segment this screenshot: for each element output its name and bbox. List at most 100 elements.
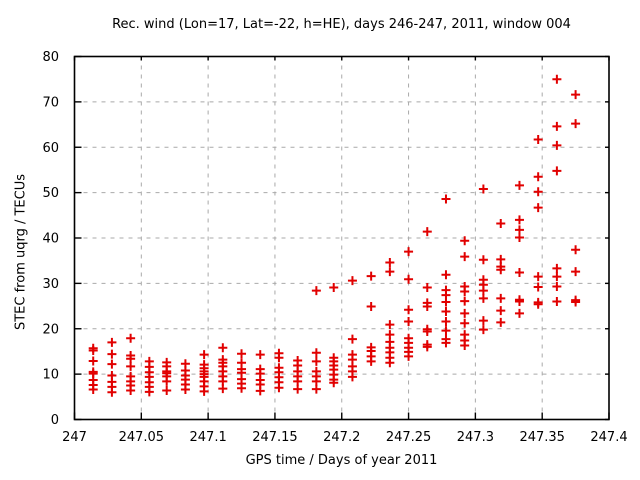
data-point-marker: [496, 265, 506, 275]
data-point-marker: [571, 119, 581, 129]
x-axis-label: GPS time / Days of year 2011: [245, 453, 438, 468]
data-point-marker: [180, 385, 190, 395]
data-point-marker: [107, 387, 117, 397]
x-tick-label: 247.25: [386, 430, 432, 445]
chart-title: Rec. wind (Lon=17, Lat=-22, h=HE), days …: [112, 17, 571, 32]
data-point-marker: [460, 318, 470, 328]
data-point-marker: [552, 297, 562, 307]
data-point-marker: [107, 359, 117, 369]
data-point-marker: [441, 297, 451, 307]
data-point-marker: [218, 343, 228, 353]
data-point-marker: [311, 376, 321, 386]
data-point-marker: [126, 333, 136, 343]
data-point-marker: [385, 267, 395, 277]
data-point-marker: [329, 282, 339, 292]
x-tick-label: 247.1: [190, 430, 227, 445]
data-point-marker: [571, 267, 581, 277]
data-point-marker: [478, 293, 488, 303]
data-point-marker: [162, 385, 172, 395]
data-point-marker: [552, 272, 562, 282]
data-point-marker: [107, 349, 117, 359]
data-point-marker: [385, 320, 395, 330]
x-tick-label: 247.35: [519, 430, 565, 445]
data-point-marker: [404, 274, 414, 284]
data-point-marker: [514, 267, 524, 277]
data-point-marker: [347, 334, 357, 344]
data-point-marker: [293, 384, 303, 394]
data-point-marker: [478, 184, 488, 194]
data-point-marker: [552, 263, 562, 273]
plot-border: [73, 55, 610, 421]
data-point-marker: [514, 233, 524, 243]
data-point-marker: [404, 247, 414, 257]
data-point-marker: [514, 215, 524, 225]
data-point-marker: [422, 342, 432, 352]
data-point-marker: [274, 353, 284, 363]
data-point-marker: [311, 384, 321, 394]
data-point-marker: [126, 385, 136, 395]
y-tick-label: 20: [42, 322, 59, 337]
data-point-marker: [514, 225, 524, 235]
x-tick-label: 247.05: [119, 430, 165, 445]
data-point-marker: [533, 135, 543, 145]
y-tick-label: 70: [42, 95, 59, 110]
x-tick-label: 247.15: [252, 430, 298, 445]
data-point-marker: [496, 317, 506, 327]
data-point-marker: [533, 272, 543, 282]
data-point-marker: [347, 276, 357, 286]
data-point-marker: [347, 372, 357, 382]
data-point-marker: [441, 326, 451, 336]
data-point-marker: [385, 358, 395, 368]
data-point-marker: [478, 255, 488, 265]
data-point-marker: [107, 337, 117, 347]
data-point-marker: [496, 293, 506, 303]
data-point-marker: [422, 302, 432, 312]
data-point-marker: [441, 316, 451, 326]
data-point-marker: [404, 351, 414, 361]
y-tick-label: 60: [42, 141, 59, 156]
data-point-marker: [88, 356, 98, 366]
y-tick-label: 30: [42, 277, 59, 292]
data-point-marker: [126, 354, 136, 364]
data-point-marker: [404, 305, 414, 315]
data-point-marker: [496, 306, 506, 316]
data-point-marker: [255, 386, 265, 396]
data-point-marker: [460, 296, 470, 306]
data-point-marker: [460, 252, 470, 262]
y-tick-label: 40: [42, 232, 59, 247]
data-point-marker: [552, 140, 562, 150]
data-point-marker: [293, 376, 303, 386]
data-point-marker: [88, 346, 98, 356]
data-point-marker: [478, 325, 488, 335]
data-point-marker: [144, 387, 154, 397]
data-point-marker: [366, 271, 376, 281]
data-point-marker: [404, 316, 414, 326]
data-point-marker: [237, 383, 247, 393]
y-tick-label: 80: [42, 50, 59, 65]
data-point-marker: [162, 376, 172, 386]
data-point-marker: [422, 282, 432, 292]
data-point-marker: [533, 203, 543, 213]
data-point-marker: [441, 307, 451, 317]
data-point-marker: [126, 361, 136, 371]
y-tick-label: 0: [51, 413, 59, 428]
x-tick-label: 247.3: [457, 430, 494, 445]
x-tick-label: 247.4: [590, 430, 627, 445]
data-point-marker: [552, 282, 562, 292]
data-point-marker: [571, 90, 581, 100]
data-point-marker: [366, 356, 376, 366]
data-point-marker: [199, 350, 209, 360]
data-point-marker: [441, 270, 451, 280]
data-point-marker: [552, 74, 562, 84]
data-point-marker: [552, 166, 562, 176]
x-tick-label: 247: [62, 430, 87, 445]
data-point-marker: [385, 258, 395, 268]
data-point-marker: [311, 286, 321, 296]
data-point-marker: [460, 341, 470, 351]
data-point-marker: [514, 297, 524, 307]
data-point-marker: [571, 297, 581, 307]
data-point-marker: [441, 338, 451, 348]
data-point-marker: [422, 326, 432, 336]
